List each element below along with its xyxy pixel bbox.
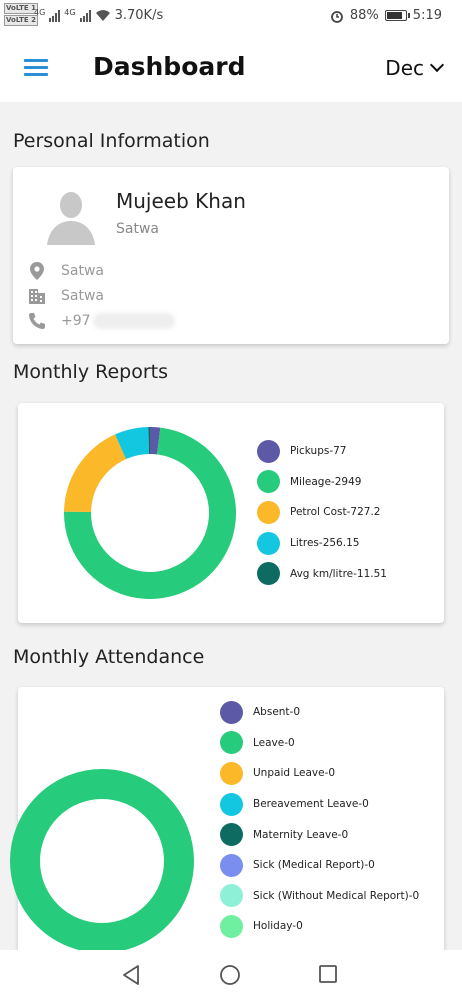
status-bar: VoLTE 1 VoLTE 2 4G 4G 3.70K/s 88% 5:19 xyxy=(0,0,462,34)
legend-swatch xyxy=(220,914,243,938)
legend-swatch xyxy=(220,761,243,785)
legend-item-4: Maternity Leave-0 xyxy=(220,819,419,850)
legend-label: Avg km/litre-11.51 xyxy=(290,567,387,580)
phone-icon xyxy=(29,313,45,329)
monthly-reports-card: Pickups-77 Mileage-2949 Petrol Cost-727.2 L… xyxy=(18,403,444,623)
legend-item-4: Avg km/litre-11.51 xyxy=(257,558,387,589)
monthly-attendance-heading: Monthly Attendance xyxy=(13,646,205,668)
legend-swatch xyxy=(220,731,243,755)
legend-label: Unpaid Leave-0 xyxy=(253,767,336,780)
personal-info-heading: Personal Information xyxy=(13,130,210,152)
legend-swatch xyxy=(220,823,243,847)
chevron-down-icon xyxy=(429,57,445,73)
app-bar: Dashboard Dec xyxy=(0,34,462,102)
legend-item-0: Pickups-77 xyxy=(257,436,387,467)
legend-label: Leave-0 xyxy=(253,736,295,749)
legend-label: Mileage-2949 xyxy=(290,475,362,488)
legend-label: Maternity Leave-0 xyxy=(253,828,349,841)
person-area: Satwa xyxy=(116,221,159,237)
network-speed: 3.70K/s xyxy=(114,8,164,23)
legend-swatch xyxy=(220,853,243,877)
legend-swatch xyxy=(257,562,280,586)
legend-label: Bereavement Leave-0 xyxy=(253,798,369,811)
attendance-donut-chart xyxy=(10,769,194,953)
legend-item-3: Litres-256.15 xyxy=(257,528,387,559)
clock: 5:19 xyxy=(412,8,442,23)
location-pin-icon xyxy=(30,262,44,280)
legend-item-5: Sick (Medical Report)-0 xyxy=(220,850,419,881)
legend-item-2: Unpaid Leave-0 xyxy=(220,758,419,789)
battery-icon xyxy=(384,10,410,21)
legend-swatch xyxy=(220,792,243,816)
monthly-reports-heading: Monthly Reports xyxy=(13,361,168,383)
location-text: Satwa xyxy=(61,263,104,279)
status-right: 88% 5:19 xyxy=(330,8,442,23)
wifi-icon xyxy=(95,10,110,21)
donut-slice-0 xyxy=(150,427,161,455)
reports-donut-chart xyxy=(63,427,236,599)
hamburger-menu-icon[interactable] xyxy=(24,59,48,77)
personal-info-card: Mujeeb Khan Satwa Satwa Satwa +97 xyxy=(13,167,449,344)
legend-label: Sick (Without Medical Report)-0 xyxy=(253,889,420,902)
legend-item-2: Petrol Cost-727.2 xyxy=(257,497,387,528)
alarm-icon xyxy=(330,10,343,23)
donut-slice-1 xyxy=(63,427,236,599)
phone-row: +97 xyxy=(27,311,175,331)
page-title: Dashboard xyxy=(93,52,246,81)
location-row: Satwa xyxy=(27,261,104,281)
legend-item-7: Holiday-0 xyxy=(220,911,419,942)
battery-percent: 88% xyxy=(349,8,379,23)
phone-prefix: +97 xyxy=(61,313,91,329)
legend-label: Litres-256.15 xyxy=(290,537,360,550)
donut-slice-4 xyxy=(148,427,150,455)
back-icon[interactable] xyxy=(121,964,141,986)
legend-item-1: Leave-0 xyxy=(220,728,419,759)
signal-icon-1 xyxy=(49,9,61,22)
month-dropdown[interactable]: Dec xyxy=(385,56,445,80)
system-nav-bar xyxy=(0,950,462,1000)
donut-slice-3 xyxy=(115,427,149,460)
legend-label: Pickups-77 xyxy=(290,445,347,458)
network-type-1: 4G xyxy=(34,8,46,17)
legend-swatch xyxy=(257,439,280,463)
building-icon xyxy=(29,289,45,304)
building-text: Satwa xyxy=(61,288,104,304)
legend-label: Absent-0 xyxy=(253,706,301,719)
legend-item-0: Absent-0 xyxy=(220,697,419,728)
reports-legend: Pickups-77 Mileage-2949 Petrol Cost-727.2 L… xyxy=(257,436,387,589)
attendance-legend: Absent-0 Leave-0 Unpaid Leave-0 Bereavement… xyxy=(220,697,419,942)
legend-swatch xyxy=(220,884,243,908)
legend-label: Holiday-0 xyxy=(253,920,303,933)
sim-badges: VoLTE 1 VoLTE 2 xyxy=(4,3,39,27)
legend-label: Sick (Medical Report)-0 xyxy=(253,859,375,872)
legend-item-6: Sick (Without Medical Report)-0 xyxy=(220,881,419,912)
signal-icon-2 xyxy=(79,9,91,22)
donut-slice-2 xyxy=(64,434,127,513)
home-icon[interactable] xyxy=(219,964,241,986)
avatar xyxy=(41,185,101,245)
building-row: Satwa xyxy=(27,286,104,306)
person-name: Mujeeb Khan xyxy=(116,189,246,213)
legend-swatch xyxy=(257,470,280,494)
legend-swatch xyxy=(220,700,243,724)
legend-swatch xyxy=(257,500,280,524)
sim2-badge: VoLTE 2 xyxy=(4,15,39,26)
phone-text[interactable]: +97 xyxy=(61,313,175,329)
network-indicators: 4G 4G 3.70K/s xyxy=(34,8,163,23)
phone-redacted xyxy=(92,313,175,329)
donut-empty-ring xyxy=(10,769,194,953)
legend-swatch xyxy=(257,531,280,555)
monthly-attendance-card: Absent-0 Leave-0 Unpaid Leave-0 Bereavement… xyxy=(10,687,444,967)
sim1-badge: VoLTE 1 xyxy=(4,3,39,14)
recents-icon[interactable] xyxy=(318,964,338,984)
network-type-2: 4G xyxy=(64,8,76,17)
legend-item-1: Mileage-2949 xyxy=(257,467,387,498)
legend-label: Petrol Cost-727.2 xyxy=(290,506,381,519)
month-value: Dec xyxy=(385,56,424,80)
legend-item-3: Bereavement Leave-0 xyxy=(220,789,419,820)
